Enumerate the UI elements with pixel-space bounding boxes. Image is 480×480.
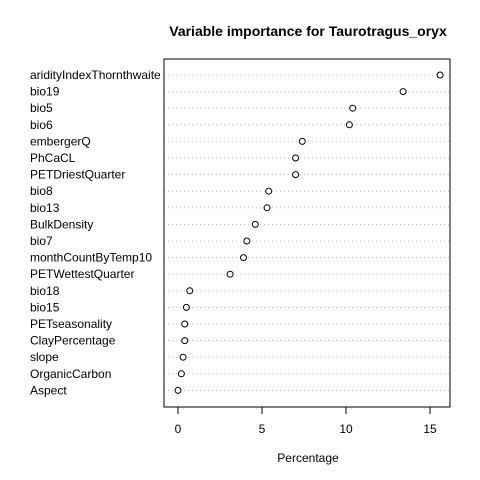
data-point — [226, 270, 234, 278]
data-point — [181, 320, 189, 328]
data-point — [436, 71, 444, 79]
category-label: bio5 — [30, 101, 53, 115]
category-label: bio18 — [30, 284, 60, 298]
data-point — [243, 237, 251, 245]
data-point — [182, 303, 190, 311]
chart-title: Variable importance for Taurotragus_oryx — [169, 23, 447, 39]
data-point — [251, 220, 259, 228]
data-point — [240, 254, 248, 262]
category-label: Aspect — [30, 383, 67, 397]
category-label: embergerQ — [30, 134, 91, 148]
x-axis-title: Percentage — [277, 451, 339, 465]
category-label: bio6 — [30, 118, 53, 132]
data-point — [263, 204, 271, 212]
data-point — [174, 386, 182, 394]
data-point — [292, 154, 300, 162]
data-point — [181, 337, 189, 345]
category-label: PETDriestQuarter — [30, 168, 125, 182]
data-point — [349, 104, 357, 112]
data-point — [399, 88, 407, 96]
data-point — [298, 137, 306, 145]
category-label: aridityIndexThornthwaite — [30, 68, 161, 82]
category-label: monthCountByTemp10 — [30, 251, 152, 265]
x-tick-label: 15 — [423, 422, 437, 436]
category-label: BulkDensity — [30, 217, 93, 231]
data-point — [292, 171, 300, 179]
x-tick-label: 10 — [339, 422, 353, 436]
category-label: ClayPercentage — [30, 334, 116, 348]
data-point — [179, 353, 187, 361]
category-label: bio19 — [30, 85, 60, 99]
data-point — [177, 370, 185, 378]
data-point — [345, 121, 353, 129]
category-label: bio13 — [30, 201, 60, 215]
data-point — [186, 287, 194, 295]
category-label: PETWettestQuarter — [30, 267, 134, 281]
x-tick-label: 5 — [259, 422, 266, 436]
category-label: bio7 — [30, 234, 53, 248]
x-tick-label: 0 — [175, 422, 182, 436]
category-label: PhCaCL — [30, 151, 76, 165]
category-label: slope — [30, 350, 59, 364]
category-label: PETseasonality — [30, 317, 112, 331]
category-label: OrganicCarbon — [30, 367, 111, 381]
category-label: bio15 — [30, 300, 60, 314]
data-point — [265, 187, 273, 195]
category-label: bio8 — [30, 184, 53, 198]
